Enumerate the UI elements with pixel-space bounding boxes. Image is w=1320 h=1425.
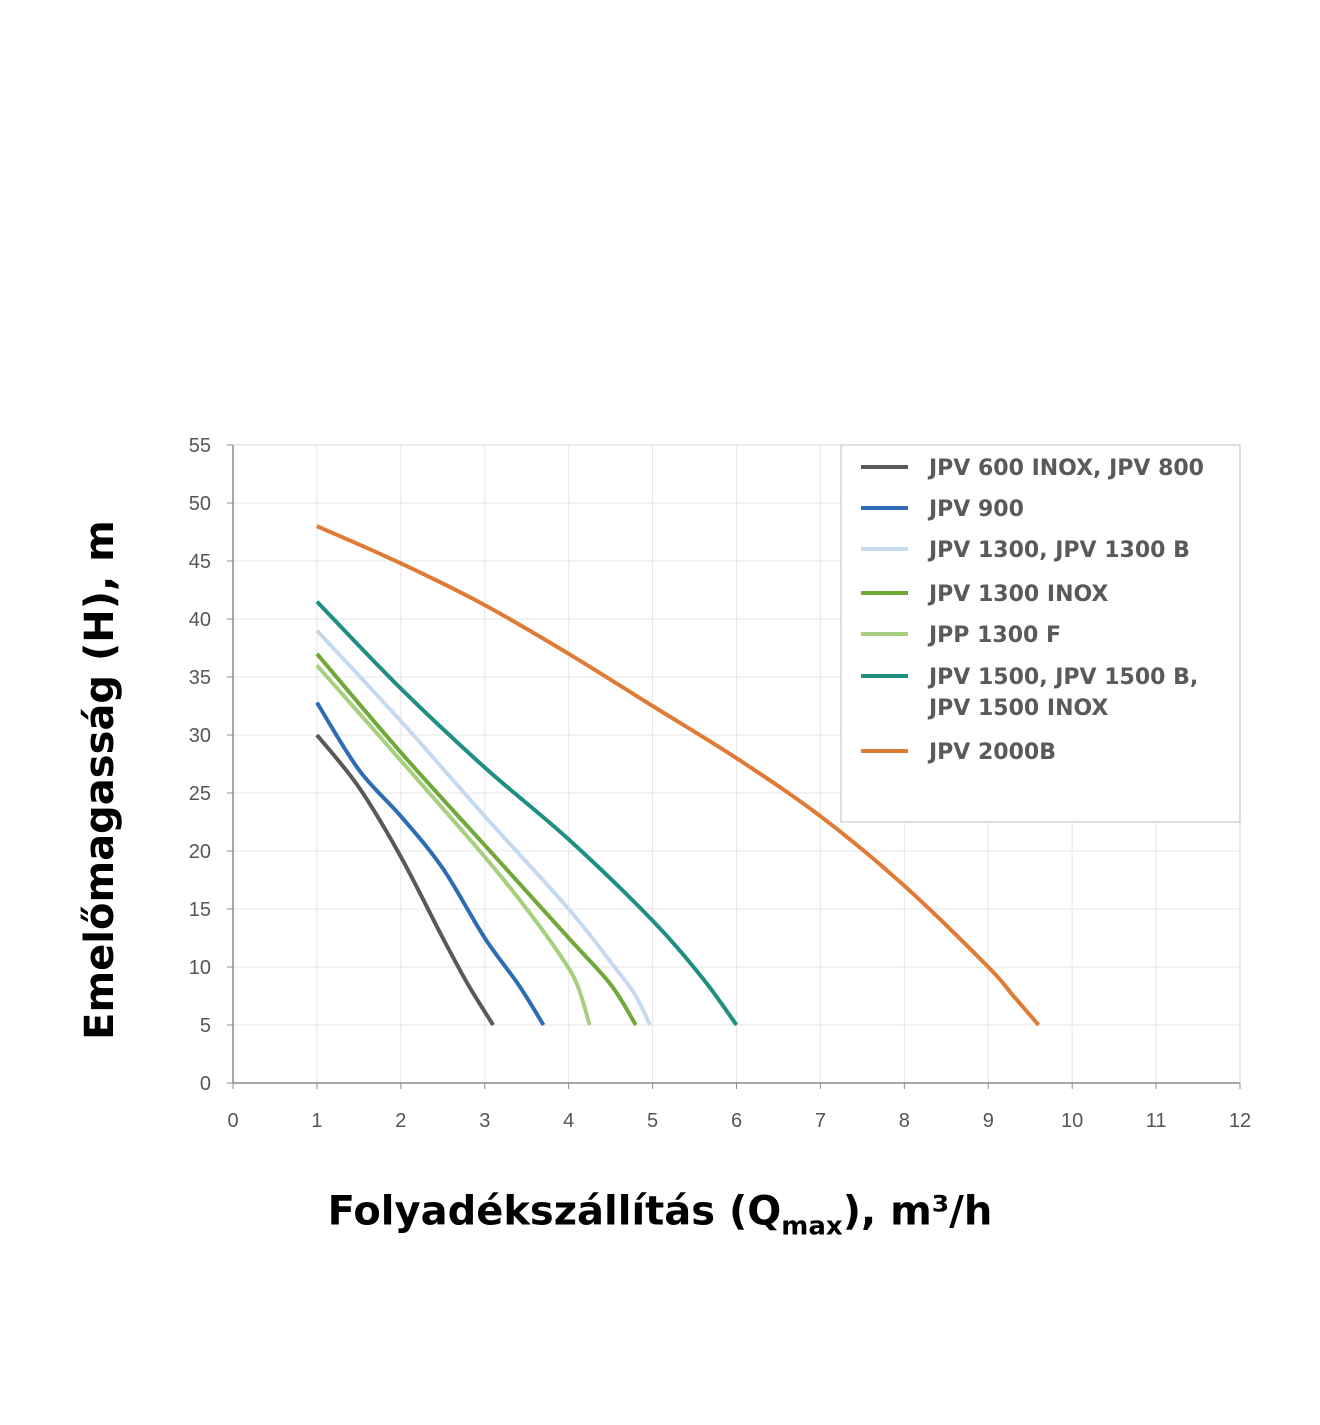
y-tick-label: 0: [200, 1073, 211, 1095]
legend-label-2: JPV 900: [927, 497, 1024, 522]
x-tick-label: 2: [395, 1110, 406, 1132]
y-tick-label: 25: [189, 783, 211, 805]
x-tick-label: 11: [1146, 1110, 1167, 1132]
legend-label-5: JPP 1300 F: [927, 623, 1061, 648]
x-tick-label: 0: [227, 1110, 238, 1132]
legend-label-4: JPV 1300 INOX: [927, 582, 1108, 607]
legend: JPV 600 INOX, JPV 800 JPV 900 JPV 1300, JP…: [840, 444, 1241, 823]
y-tick-label: 35: [189, 667, 211, 689]
y-tick-label: 15: [189, 899, 211, 921]
series-line-7: [316, 524, 1041, 1027]
x-tick-label: 9: [983, 1110, 994, 1132]
y-tick-label: 30: [189, 725, 211, 747]
y-tick-label: 45: [189, 551, 211, 573]
x-tick-label: 1: [311, 1110, 322, 1132]
x-tick-label: 6: [731, 1110, 742, 1132]
x-axis-label-main: Folyadékszállítás (Q: [327, 1188, 782, 1235]
x-axis-label-subscript: max: [781, 1211, 843, 1242]
x-tick-label: 5: [647, 1110, 658, 1132]
series-line-3: [315, 629, 652, 1026]
x-tick-label: 10: [1061, 1110, 1083, 1132]
series-lines: [315, 524, 1041, 1027]
x-axis-label-unit: ), m³/h: [842, 1188, 993, 1235]
series-line-1: [315, 733, 495, 1027]
x-tick-label: 8: [899, 1110, 910, 1132]
y-axis-label: Emelőmagasság (H), m: [77, 520, 123, 1040]
x-tick-label: 7: [815, 1110, 826, 1132]
y-tick-label: 55: [189, 435, 211, 457]
x-tick-label: 3: [479, 1110, 490, 1132]
y-tick-label: 5: [200, 1015, 211, 1037]
series-line-5: [315, 664, 592, 1026]
x-axis-label: Folyadékszállítás (Qmax), m³/h: [328, 1189, 993, 1242]
y-tick-label: 20: [189, 841, 211, 863]
series-line-2: [315, 701, 546, 1027]
y-tick-label: 40: [189, 609, 211, 631]
x-tick-label: 12: [1229, 1110, 1251, 1132]
series-line-4: [315, 652, 638, 1027]
legend-label-7: JPV 2000B: [927, 740, 1056, 765]
legend-label-6: JPV 1500, JPV 1500 B, JPV 1500 INOX: [927, 665, 1198, 721]
series-line-6: [315, 600, 739, 1027]
y-tick-label: 10: [189, 957, 211, 979]
legend-label-3: JPV 1300, JPV 1300 B: [927, 538, 1190, 563]
x-tick-label: 4: [563, 1110, 574, 1132]
y-tick-label: 50: [189, 493, 211, 515]
legend-label-1: JPV 600 INOX, JPV 800: [927, 456, 1204, 481]
